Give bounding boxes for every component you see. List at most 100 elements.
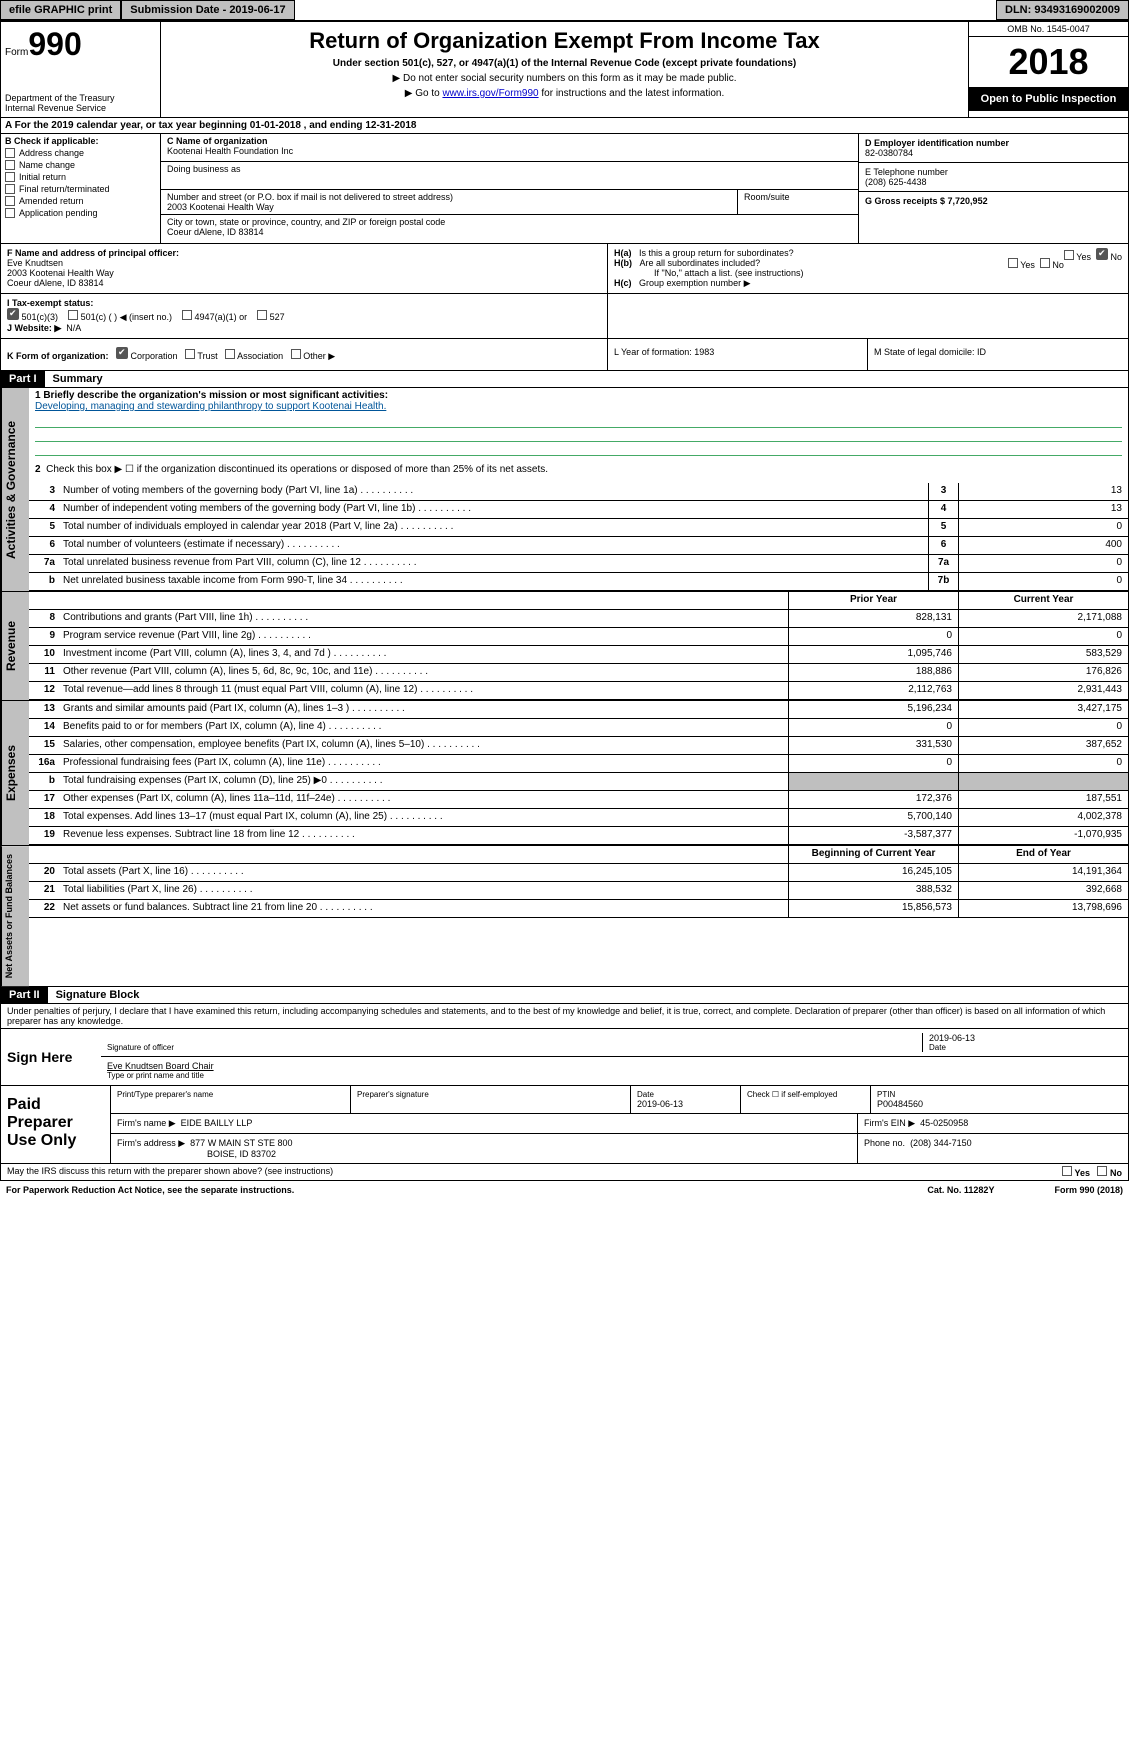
table-row: 8Contributions and grants (Part VIII, li… xyxy=(29,610,1128,628)
firm-addr-label: Firm's address ▶ xyxy=(117,1138,185,1148)
chk-other[interactable] xyxy=(291,349,301,359)
dept-treasury: Department of the Treasury xyxy=(5,93,156,103)
row-label: Total revenue—add lines 8 through 11 (mu… xyxy=(59,682,788,699)
mission-line-3 xyxy=(35,442,1122,456)
row-num: 3 xyxy=(29,483,59,500)
prior-year-value: 0 xyxy=(788,755,958,772)
row-label: Total fundraising expenses (Part IX, col… xyxy=(59,773,788,790)
mission-line-2 xyxy=(35,428,1122,442)
discuss-yes-chk[interactable] xyxy=(1062,1166,1072,1176)
prior-year-value xyxy=(788,773,958,790)
vlabel-net: Net Assets or Fund Balances xyxy=(1,846,29,986)
row-num: 20 xyxy=(29,864,59,881)
table-row: 22Net assets or fund balances. Subtract … xyxy=(29,900,1128,918)
header-center: Return of Organization Exempt From Incom… xyxy=(161,22,968,117)
opt-other: Other ▶ xyxy=(303,351,335,361)
vlabel-revenue: Revenue xyxy=(1,592,29,700)
row-label: Total number of individuals employed in … xyxy=(59,519,928,536)
chk-4947[interactable] xyxy=(182,310,192,320)
vlabel-governance: Activities & Governance xyxy=(1,388,29,591)
officer-addr1: 2003 Kootenai Health Way xyxy=(7,268,601,278)
row-num: 16a xyxy=(29,755,59,772)
chk-527[interactable] xyxy=(257,310,267,320)
chk-association[interactable] xyxy=(225,349,235,359)
chk-address-change[interactable] xyxy=(5,148,15,158)
lbl-pending: Application pending xyxy=(19,208,98,218)
row-a-taxyear: A For the 2019 calendar year, or tax yea… xyxy=(0,118,1129,134)
discuss-no: No xyxy=(1110,1168,1122,1178)
opt-501c3: 501(c)(3) xyxy=(22,312,59,322)
current-year-value: 3,427,175 xyxy=(958,701,1128,718)
vlabel-expenses: Expenses xyxy=(1,701,29,845)
street-address: 2003 Kootenai Health Way xyxy=(167,202,731,212)
current-year-value: 392,668 xyxy=(958,882,1128,899)
chk-corporation[interactable] xyxy=(116,347,128,359)
chk-trust[interactable] xyxy=(185,349,195,359)
label-website: J Website: ▶ xyxy=(7,323,61,333)
hc-label: H(c) xyxy=(614,278,632,288)
row-num: 10 xyxy=(29,646,59,663)
chk-amended[interactable] xyxy=(5,196,15,206)
ein-value: 82-0380784 xyxy=(865,148,1122,158)
row-label: Investment income (Part VIII, column (A)… xyxy=(59,646,788,663)
row-num: 11 xyxy=(29,664,59,681)
current-year-value: 2,931,443 xyxy=(958,682,1128,699)
prior-year-value: 5,700,140 xyxy=(788,809,958,826)
chk-pending[interactable] xyxy=(5,208,15,218)
hb-yes-chk[interactable] xyxy=(1008,258,1018,268)
part2-title: Signature Block xyxy=(48,987,148,1003)
discuss-yes: Yes xyxy=(1074,1168,1090,1178)
row-label: Salaries, other compensation, employee b… xyxy=(59,737,788,754)
section-revenue: Revenue Prior Year Current Year 8Contrib… xyxy=(0,592,1129,701)
ha-no-chk[interactable] xyxy=(1096,248,1108,260)
part1-title: Summary xyxy=(45,371,111,387)
lbl-address-change: Address change xyxy=(19,148,84,158)
irs-link[interactable]: www.irs.gov/Form990 xyxy=(442,88,538,99)
row-value: 0 xyxy=(958,573,1128,590)
ha-yes: Yes xyxy=(1076,252,1091,262)
label-tax-exempt: I Tax-exempt status: xyxy=(7,298,93,308)
chk-initial-return[interactable] xyxy=(5,172,15,182)
label-room: Room/suite xyxy=(738,190,858,214)
prior-year-value: 15,856,573 xyxy=(788,900,958,917)
dln-badge: DLN: 93493169002009 xyxy=(996,0,1129,20)
hb-no-chk[interactable] xyxy=(1040,258,1050,268)
box-h-cont xyxy=(608,294,1128,338)
firm-name-label: Firm's name ▶ xyxy=(117,1118,176,1128)
ptin-label: PTIN xyxy=(877,1090,1122,1099)
table-row: 20Total assets (Part X, line 16)16,245,1… xyxy=(29,864,1128,882)
row-k-l-m: K Form of organization: Corporation Trus… xyxy=(0,339,1129,371)
box-l: L Year of formation: 1983 xyxy=(608,339,868,370)
officer-print-name: Eve Knudtsen Board Chair xyxy=(107,1061,1122,1071)
form-id-footer: Form 990 (2018) xyxy=(1054,1185,1123,1195)
opt-trust: Trust xyxy=(197,351,217,361)
table-row: 14Benefits paid to or for members (Part … xyxy=(29,719,1128,737)
chk-name-change[interactable] xyxy=(5,160,15,170)
hb-text: Are all subordinates included? xyxy=(640,258,761,268)
ha-yes-chk[interactable] xyxy=(1064,250,1074,260)
row-label: Number of independent voting members of … xyxy=(59,501,928,518)
table-row: 5Total number of individuals employed in… xyxy=(29,519,1128,537)
discuss-no-chk[interactable] xyxy=(1097,1166,1107,1176)
row-num: 7a xyxy=(29,555,59,572)
ha-label: H(a) xyxy=(614,248,632,258)
chk-501c[interactable] xyxy=(68,310,78,320)
goto-prefix: ▶ Go to xyxy=(405,88,443,99)
row-key: 6 xyxy=(928,537,958,554)
row-num: 19 xyxy=(29,827,59,844)
current-year-value: 176,826 xyxy=(958,664,1128,681)
box-c: C Name of organization Kootenai Health F… xyxy=(161,134,858,243)
box-k: K Form of organization: Corporation Trus… xyxy=(1,339,608,370)
preparer-sig-label: Preparer's signature xyxy=(357,1090,624,1099)
chk-final-return[interactable] xyxy=(5,184,15,194)
goto-suffix: for instructions and the latest informat… xyxy=(539,88,725,99)
firm-addr1: 877 W MAIN ST STE 800 xyxy=(190,1138,292,1148)
paperwork-notice: For Paperwork Reduction Act Notice, see … xyxy=(6,1185,294,1195)
chk-501c3[interactable] xyxy=(7,308,19,320)
lbl-name-change: Name change xyxy=(19,160,75,170)
hb-no: No xyxy=(1052,260,1064,270)
ptin-value: P00484560 xyxy=(877,1099,1122,1109)
part1-tag: Part I xyxy=(1,371,45,387)
open-public-badge: Open to Public Inspection xyxy=(969,87,1128,111)
hdr-current-year: Current Year xyxy=(958,592,1128,609)
